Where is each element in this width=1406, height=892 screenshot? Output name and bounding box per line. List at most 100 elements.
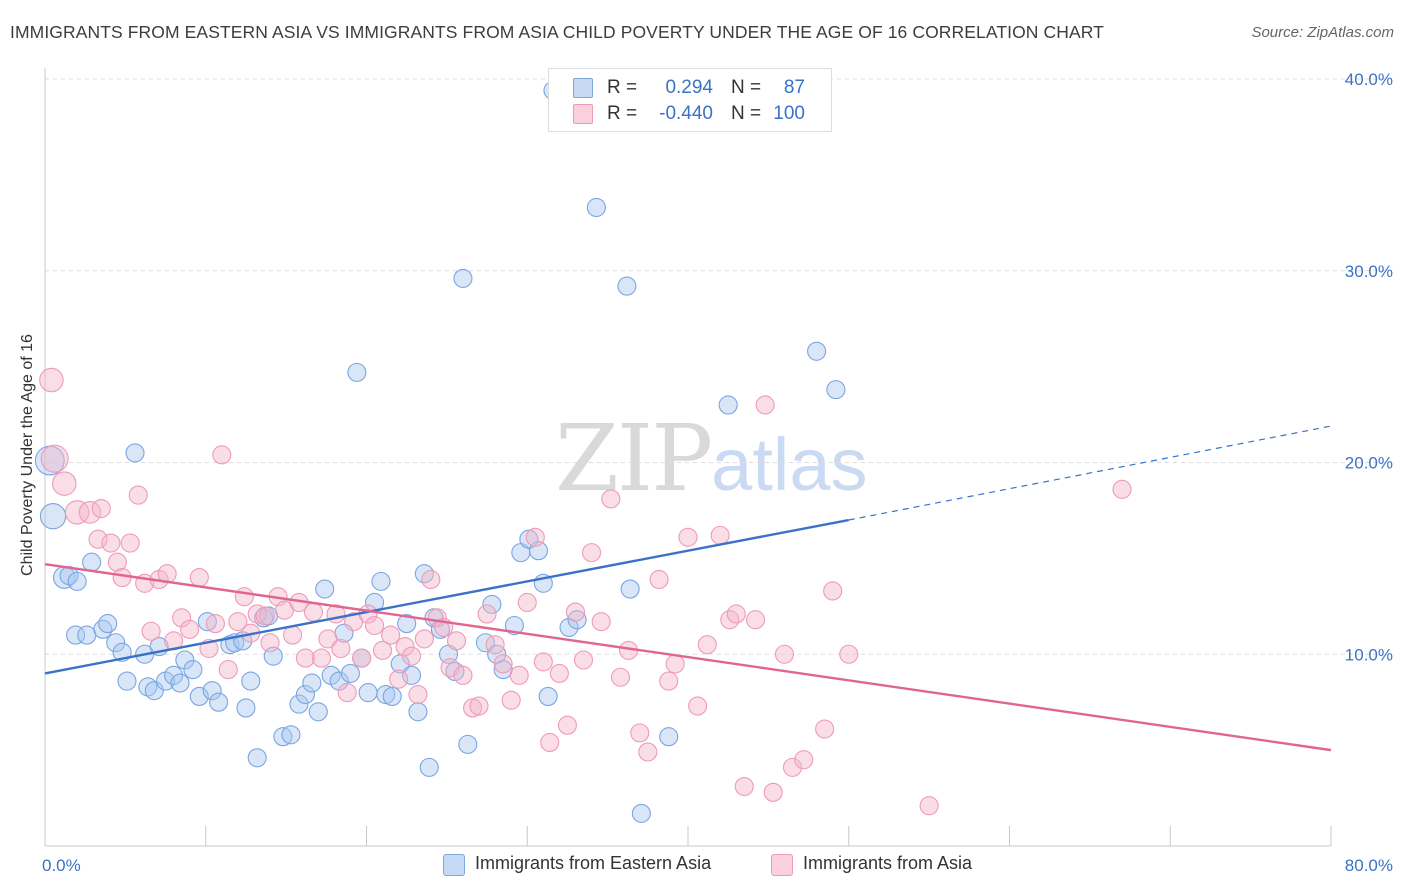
point-eastern-asia [718, 395, 738, 415]
source-credit: Source: ZipAtlas.com [1251, 24, 1394, 41]
point-asia [823, 581, 843, 601]
point-asia [601, 489, 621, 509]
point-eastern-asia [77, 625, 97, 645]
point-asia [469, 696, 489, 716]
point-asia [509, 665, 529, 685]
point-eastern-asia [39, 503, 67, 530]
point-eastern-asia [302, 673, 322, 693]
legend-n-label: N = [731, 77, 762, 98]
legend-r-label: R = [607, 77, 638, 98]
chart-title: IMMIGRANTS FROM EASTERN ASIA VS IMMIGRAN… [10, 22, 1104, 42]
point-asia [91, 498, 111, 519]
y-axis-title: Child Poverty Under the Age of 16 [19, 334, 36, 576]
point-asia [260, 633, 280, 653]
point-eastern-asia [236, 698, 256, 718]
point-asia [414, 629, 434, 649]
point-asia [364, 615, 385, 636]
point-asia [401, 646, 422, 666]
point-asia [331, 638, 351, 659]
trend-line-asia [44, 562, 1332, 752]
point-asia [389, 669, 409, 689]
point-asia [549, 663, 569, 683]
point-eastern-asia [209, 692, 229, 712]
point-eastern-asia [458, 734, 478, 754]
x-tick-label: 0.0% [42, 856, 81, 875]
point-asia [581, 543, 602, 563]
point-asia [665, 654, 685, 674]
point-eastern-asia [295, 684, 315, 705]
point-eastern-asia [289, 694, 309, 714]
point-eastern-asia [125, 443, 145, 463]
point-asia [493, 654, 513, 674]
point-eastern-asia [397, 614, 417, 634]
point-eastern-asia [170, 673, 190, 693]
gridlines [45, 78, 1392, 655]
point-asia [318, 629, 338, 649]
point-eastern-asia [347, 362, 367, 382]
point-asia [228, 612, 248, 632]
point-eastern-asia [376, 684, 396, 705]
point-eastern-asia [106, 633, 126, 653]
watermark-atlas: atlas [711, 423, 868, 506]
point-asia [533, 652, 553, 672]
legend-swatch-eastern-asia [443, 854, 465, 876]
point-asia [141, 621, 161, 641]
point-eastern-asia [175, 650, 195, 670]
point-asia [649, 569, 669, 590]
point-asia [688, 696, 708, 716]
point-asia [120, 533, 140, 553]
point-eastern-asia [65, 625, 86, 645]
point-asia [180, 619, 200, 639]
point-asia [745, 610, 766, 630]
point-asia [755, 395, 775, 415]
point-asia [630, 723, 650, 743]
point-eastern-asia [826, 380, 846, 400]
point-eastern-asia [475, 633, 496, 653]
legend-n-value: 87 [783, 77, 805, 98]
point-eastern-asia [144, 681, 164, 701]
legend-swatch-asia [771, 854, 793, 876]
point-asia [477, 604, 497, 624]
point-asia [212, 445, 232, 465]
point-asia [573, 650, 594, 670]
point-asia [591, 612, 611, 632]
point-asia [39, 367, 64, 393]
point-asia [919, 796, 939, 816]
point-eastern-asia [419, 757, 439, 777]
point-asia [112, 567, 132, 588]
point-asia [283, 625, 303, 645]
legend-row-eastern-asia: R = 0.294 N = 87 [549, 75, 831, 101]
point-asia [107, 552, 127, 572]
point-eastern-asia [281, 725, 301, 745]
point-asia [128, 485, 148, 505]
point-eastern-asia [329, 671, 349, 691]
point-eastern-asia [504, 615, 524, 636]
point-asia [295, 648, 315, 668]
point-asia [247, 604, 267, 624]
point-asia [64, 500, 90, 525]
legend-n-label: N = [731, 103, 762, 124]
point-asia [373, 640, 393, 660]
trend-extension-eastern-asia [848, 425, 1332, 521]
legend-label-eastern-asia: Immigrants from Eastern Asia [475, 853, 712, 873]
point-asia [453, 665, 473, 685]
tick-labels: 10.0% 20.0% 30.0% 40.0% 0.0% 80.0% [42, 70, 1393, 875]
y-tick-label: 40.0% [1345, 70, 1393, 89]
point-eastern-asia [371, 571, 391, 591]
point-eastern-asia [538, 686, 558, 706]
point-asia [638, 742, 658, 762]
point-asia [88, 529, 108, 549]
point-eastern-asia [308, 702, 328, 722]
series-legend: Immigrants from Eastern Asia Immigrants … [0, 852, 1406, 878]
point-asia [218, 660, 238, 680]
point-asia [525, 527, 545, 547]
point-asia [557, 715, 577, 735]
point-eastern-asia [197, 612, 217, 632]
legend-n-value: 100 [773, 103, 805, 124]
point-eastern-asia [567, 610, 587, 630]
point-asia [408, 684, 428, 705]
point-eastern-asia [807, 341, 827, 361]
point-eastern-asia [408, 702, 428, 722]
legend-swatch-asia [573, 104, 593, 124]
